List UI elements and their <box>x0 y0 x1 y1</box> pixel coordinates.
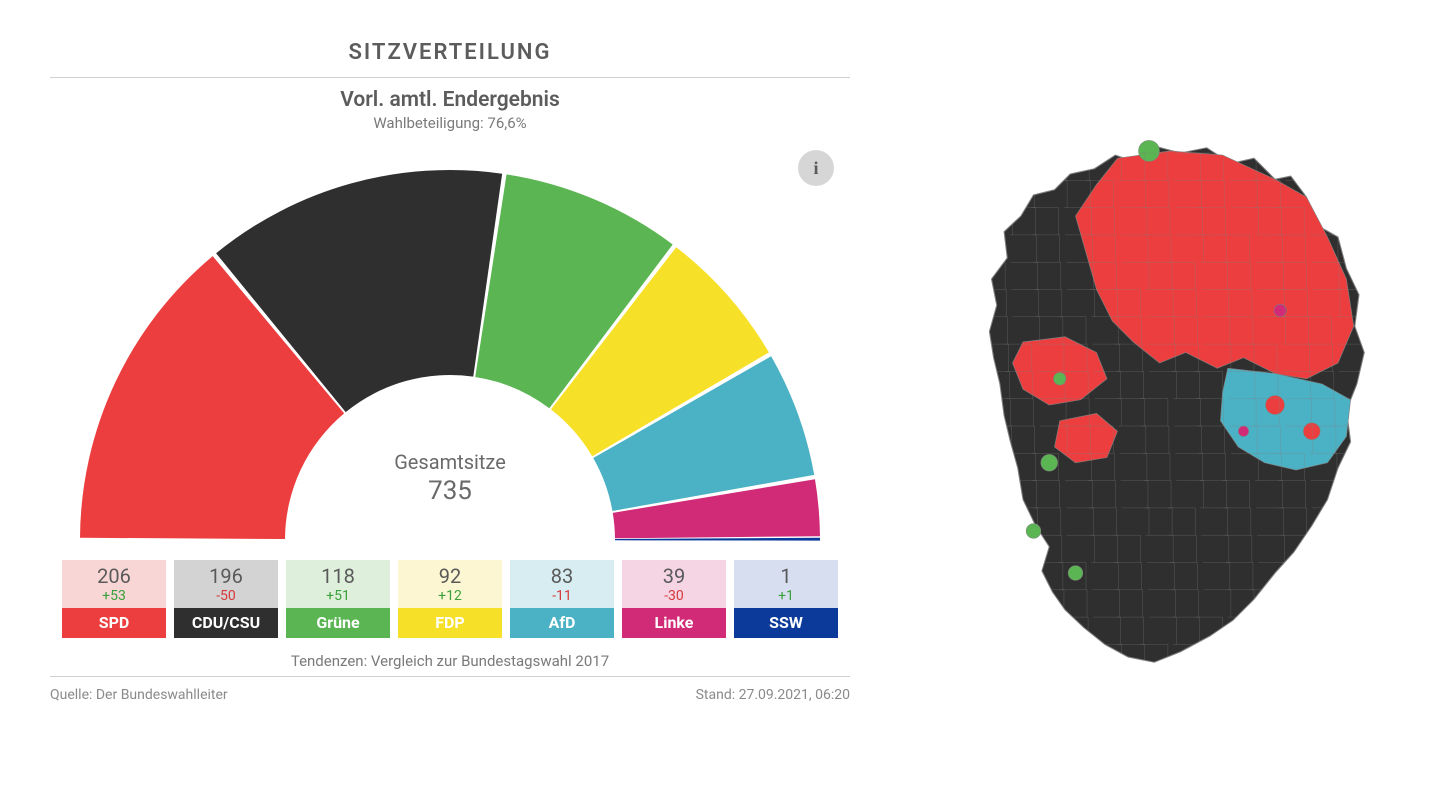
party-seats-value: 1 <box>734 564 838 588</box>
region-gruene-0 <box>1139 140 1160 161</box>
party-stats: 83-11 <box>510 560 614 608</box>
party-card-cducsu[interactable]: 196-50CDU/CSU <box>174 560 278 638</box>
party-stats: 118+51 <box>286 560 390 608</box>
region-spd-dot1 <box>1266 395 1285 414</box>
party-stats: 206+53 <box>62 560 166 608</box>
party-name-label: AfD <box>510 608 614 638</box>
trend-note: Tendenzen: Vergleich zur Bundestagswahl … <box>50 652 850 670</box>
party-delta-value: -30 <box>622 588 726 604</box>
germany-map <box>960 132 1380 678</box>
chart-subtitle: Vorl. amtl. Endergebnis <box>50 88 850 112</box>
party-name-label: Linke <box>622 608 726 638</box>
party-card-gruene[interactable]: 118+51Grüne <box>286 560 390 638</box>
party-stats: 1+1 <box>734 560 838 608</box>
region-gruene-3 <box>1068 565 1083 580</box>
chart-title: SITZVERTEILUNG <box>50 40 850 71</box>
region-gruene-2 <box>1026 523 1041 538</box>
party-cards-row: 206+53SPD196-50CDU/CSU118+51Grüne92+12FD… <box>50 560 850 638</box>
semicircle-chart: i Gesamtsitze 735 <box>60 150 840 550</box>
info-icon[interactable]: i <box>798 150 834 186</box>
party-delta-value: +1 <box>734 588 838 604</box>
party-name-label: FDP <box>398 608 502 638</box>
party-seats-value: 118 <box>286 564 390 588</box>
arc-ssw <box>615 538 820 541</box>
party-card-fdp[interactable]: 92+12FDP <box>398 560 502 638</box>
party-card-linke[interactable]: 39-30Linke <box>622 560 726 638</box>
region-gruene-4 <box>1053 372 1066 385</box>
turnout-label: Wahlbeteiligung: 76,6% <box>50 114 850 132</box>
party-delta-value: -11 <box>510 588 614 604</box>
party-delta-value: -50 <box>174 588 278 604</box>
divider-top <box>50 77 850 78</box>
party-seats-value: 92 <box>398 564 502 588</box>
seat-distribution-panel: SITZVERTEILUNG Vorl. amtl. Endergebnis W… <box>0 0 900 809</box>
party-seats-value: 39 <box>622 564 726 588</box>
party-name-label: SPD <box>62 608 166 638</box>
region-gruene-1 <box>1041 454 1058 471</box>
party-seats-value: 83 <box>510 564 614 588</box>
party-card-spd[interactable]: 206+53SPD <box>62 560 166 638</box>
party-seats-value: 206 <box>62 564 166 588</box>
party-name-label: SSW <box>734 608 838 638</box>
party-card-ssw[interactable]: 1+1SSW <box>734 560 838 638</box>
source-label: Quelle: Der Bundeswahlleiter <box>50 687 228 703</box>
party-seats-value: 196 <box>174 564 278 588</box>
germany-map-panel <box>900 0 1440 809</box>
party-name-label: Grüne <box>286 608 390 638</box>
party-card-afd[interactable]: 83-11AfD <box>510 560 614 638</box>
party-stats: 39-30 <box>622 560 726 608</box>
party-stats: 196-50 <box>174 560 278 608</box>
region-linke-2 <box>1238 426 1249 437</box>
stand-label: Stand: 27.09.2021, 06:20 <box>696 687 850 703</box>
total-seats-label: Gesamtsitze 735 <box>394 450 506 506</box>
party-delta-value: +51 <box>286 588 390 604</box>
party-stats: 92+12 <box>398 560 502 608</box>
party-name-label: CDU/CSU <box>174 608 278 638</box>
party-delta-value: +53 <box>62 588 166 604</box>
divider-bottom <box>50 676 850 677</box>
party-delta-value: +12 <box>398 588 502 604</box>
chart-footer: Quelle: Der Bundeswahlleiter Stand: 27.0… <box>50 687 850 703</box>
